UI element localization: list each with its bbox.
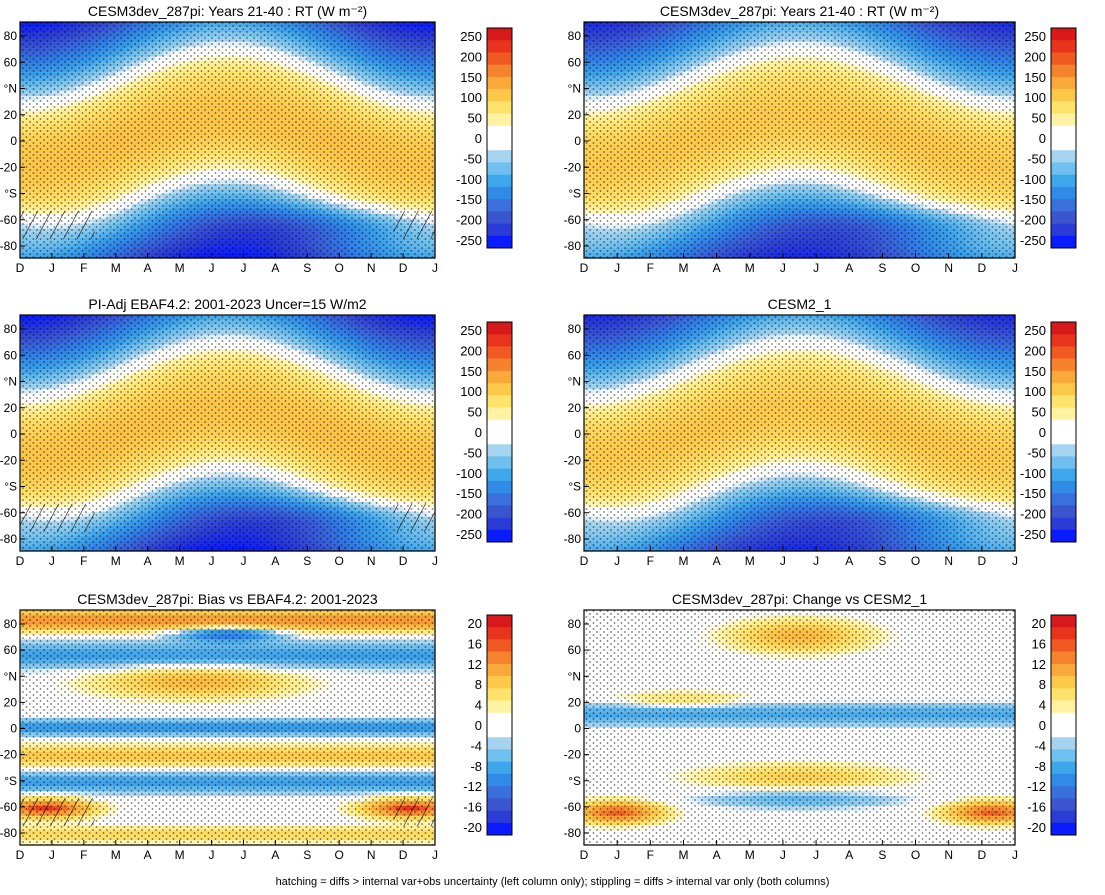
x-tick-label: D — [399, 261, 408, 275]
colorbar-swatch — [487, 40, 512, 53]
chart-panel: CESM3dev_287pi: Years 21-40 : RT (W m⁻²)… — [0, 3, 513, 275]
y-tick-label: -20 — [0, 160, 17, 174]
colorbar-swatch — [487, 138, 512, 151]
colorbar-swatch — [487, 186, 512, 200]
x-tick-label: F — [80, 261, 87, 275]
colorbar-label: -100 — [456, 172, 482, 187]
figure-canvas: CESM3dev_287pi: Years 21-40 : RT (W m⁻²)… — [0, 3, 1077, 862]
colorbar-swatch — [487, 52, 512, 65]
x-tick-label: M — [111, 261, 121, 275]
colorbar-swatch — [487, 64, 512, 78]
hatching-overlay — [393, 210, 435, 240]
plot-frame — [19, 21, 436, 259]
colorbar-swatch — [487, 211, 512, 224]
x-tick-label: D — [16, 261, 25, 275]
y-tick-label: 80 — [4, 29, 18, 43]
x-tick-label: N — [367, 261, 376, 275]
colorbar-label: 150 — [460, 70, 482, 85]
colorbar-label: 0 — [475, 131, 482, 146]
x-tick-label: J — [240, 261, 246, 275]
colorbar-label: 50 — [468, 111, 482, 126]
colorbar-label: 250 — [460, 29, 482, 44]
x-tick-label: J — [209, 261, 215, 275]
colorbar-swatch — [487, 101, 512, 114]
colorbar-swatch — [487, 223, 512, 237]
y-tick-label: 0 — [10, 134, 17, 148]
x-tick-label: J — [49, 261, 55, 275]
hatching-overlay — [20, 210, 95, 240]
colorbar-label: 100 — [460, 90, 482, 105]
y-tick-label: °N — [4, 82, 17, 96]
chart-title: CESM3dev_287pi: Years 21-40 : RT (W m⁻²) — [88, 3, 367, 19]
x-tick-label: S — [303, 261, 311, 275]
colorbar-swatch — [487, 113, 512, 127]
chart-title: CESM3dev_287pi: Years 21-40 : RT (W m⁻²) — [660, 3, 939, 19]
x-tick-label: M — [175, 261, 185, 275]
colorbar-swatch — [487, 162, 512, 175]
colorbar-swatch — [487, 125, 512, 139]
y-tick-label: 20 — [4, 108, 18, 122]
colorbar-label: -250 — [456, 233, 482, 248]
colorbar-label: -200 — [456, 213, 482, 228]
colorbar-label: -150 — [456, 192, 482, 207]
colorbar-swatch — [487, 235, 512, 249]
chart-panel: CESM3dev_287pi: Years 21-40 : RT (W m⁻²)… — [564, 3, 1077, 275]
colorbar-swatch — [487, 89, 512, 102]
colorbar-swatch — [487, 28, 512, 41]
y-tick-label: -60 — [0, 213, 17, 227]
x-tick-label: O — [335, 261, 344, 275]
x-tick-label: J — [432, 261, 438, 275]
colorbar-swatch — [487, 76, 512, 90]
x-tick-label: A — [271, 261, 279, 275]
colorbar-label: 200 — [460, 49, 482, 64]
x-tick-label: A — [144, 261, 152, 275]
colorbar-swatch — [487, 174, 512, 188]
y-tick-label: °S — [4, 187, 17, 201]
y-tick-label: -80 — [0, 239, 17, 253]
colorbar-swatch — [487, 199, 512, 212]
colorbar-frame — [486, 27, 513, 249]
colorbar-label: -50 — [463, 151, 482, 166]
y-tick-label: 60 — [4, 55, 18, 69]
colorbar-swatch — [487, 150, 512, 163]
